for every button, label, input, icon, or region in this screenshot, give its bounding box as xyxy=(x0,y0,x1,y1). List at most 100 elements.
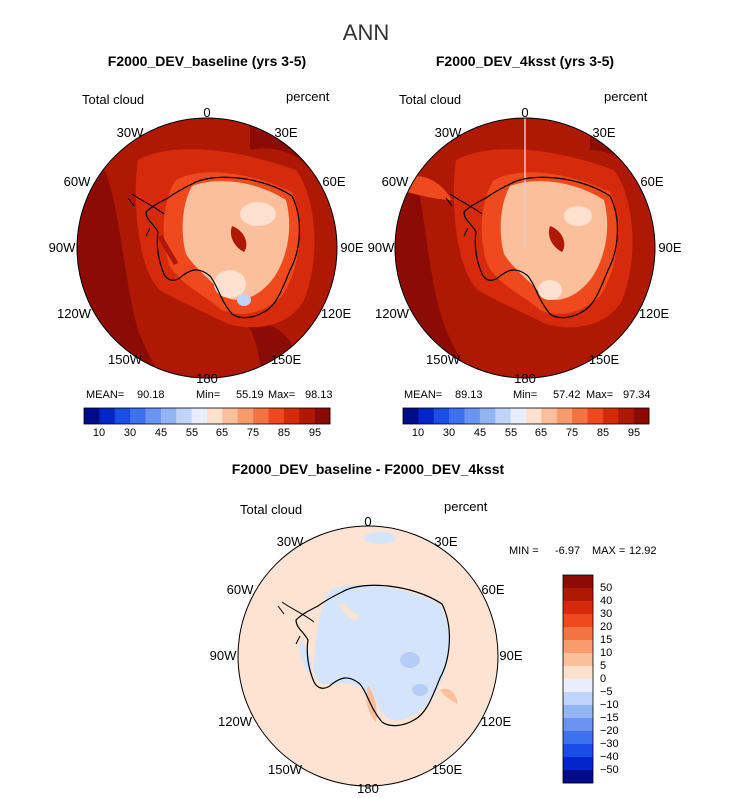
colorbar-frame xyxy=(562,574,594,784)
colorbar-swatch xyxy=(449,408,465,424)
colorbar-tick: 95 xyxy=(309,427,321,439)
colorbar-swatch xyxy=(283,408,300,424)
colorbar-swatch xyxy=(253,408,269,424)
colorbar-swatch xyxy=(479,408,496,424)
lon-label: 90E xyxy=(658,240,681,255)
colorbar-swatch xyxy=(464,408,481,424)
lon-label: 150E xyxy=(271,352,302,367)
colorbar-swatch xyxy=(563,601,593,615)
min-value: 55.19 xyxy=(236,389,264,401)
colorbar-swatch xyxy=(207,408,223,424)
colorbar-tick: 5 xyxy=(600,660,606,672)
colorbar-swatch xyxy=(563,627,593,641)
panel-title: F2000_DEV_4ksst (yrs 3-5) xyxy=(436,53,614,69)
lon-label: 0 xyxy=(203,105,210,120)
max-label: Max= xyxy=(268,389,295,401)
min-label: Min= xyxy=(196,389,220,401)
colorbar-swatch xyxy=(563,666,593,680)
lon-label: 150W xyxy=(268,762,303,777)
colorbar-tick: 40 xyxy=(600,595,612,607)
colorbar-tick: 75 xyxy=(247,427,259,439)
colorbar-swatch xyxy=(563,757,593,771)
polar-map xyxy=(394,117,656,379)
min-label: Min= xyxy=(513,389,537,401)
colorbar-swatch xyxy=(433,408,450,424)
colorbar-swatch xyxy=(563,679,593,693)
stats-line: MEAN= 89.13 Min= 57.42 Max= 97.34 xyxy=(404,389,651,401)
colorbar-swatch xyxy=(563,718,593,732)
colorbar-swatch xyxy=(563,614,593,628)
panel-4ksst: F2000_DEV_4ksst (yrs 3-5) Total cloud pe… xyxy=(368,53,682,439)
lon-label: 180 xyxy=(514,371,536,386)
colorbar-swatch xyxy=(618,408,634,424)
colorbar-tick: 10 xyxy=(412,427,424,439)
colorbar-tick: 15 xyxy=(600,634,612,646)
panel-title: F2000_DEV_baseline - F2000_DEV_4ksst xyxy=(232,461,505,477)
lon-label: 90W xyxy=(49,240,76,255)
lon-label: 60W xyxy=(64,174,91,189)
colorbar-ticks: 10 30 45 55 65 75 85 95 xyxy=(412,427,640,439)
lon-label: 0 xyxy=(521,105,528,120)
lon-labels: 0 30E 60E 90E 120E 150E 180 150W 120W 90… xyxy=(368,105,682,386)
lon-label: 30E xyxy=(274,125,297,140)
colorbar-swatch xyxy=(563,588,593,602)
lon-label: 60W xyxy=(382,174,409,189)
colorbar-tick: 75 xyxy=(566,427,578,439)
colorbar-swatches xyxy=(402,407,650,425)
lon-label: 150W xyxy=(426,352,461,367)
max-value: 12.92 xyxy=(629,545,657,557)
max-value: 98.13 xyxy=(305,389,333,401)
colorbar-tick: 10 xyxy=(93,427,105,439)
lon-label: 90W xyxy=(210,648,237,663)
lon-label: 90E xyxy=(499,648,522,663)
lon-label: 60W xyxy=(227,582,254,597)
lon-label: 150E xyxy=(589,352,620,367)
lon-labels: 0 30E 60E 90E 120E 150E 180 150W 120W 90… xyxy=(49,105,364,386)
lon-label: 120W xyxy=(218,714,253,729)
lon-label: 30W xyxy=(435,125,462,140)
colorbar-tick: 85 xyxy=(278,427,290,439)
colorbar-tick: −5 xyxy=(600,686,613,698)
colorbar-tick: 20 xyxy=(600,621,612,633)
colorbar-swatch xyxy=(191,408,208,424)
colorbar-ticks: 10 30 45 55 65 75 85 95 xyxy=(93,427,321,439)
panel-difference: F2000_DEV_baseline - F2000_DEV_4ksst Tot… xyxy=(210,461,657,796)
lon-label: 120E xyxy=(639,306,670,321)
colorbar-tick: −30 xyxy=(600,738,619,750)
lon-label: 90W xyxy=(368,240,395,255)
lon-label: 180 xyxy=(357,781,379,796)
lon-label: 60E xyxy=(481,582,504,597)
lon-label: 120W xyxy=(57,306,92,321)
colorbar: 50 40 30 20 15 10 5 0 −5 −10 −15 −20 −30… xyxy=(562,574,619,784)
variable-label: Total cloud xyxy=(240,502,302,517)
colorbar-frame xyxy=(83,407,331,425)
colorbar-tick: −10 xyxy=(600,699,619,711)
colorbar-swatch xyxy=(176,408,192,424)
mean-value: 90.18 xyxy=(137,389,165,401)
variable-label: Total cloud xyxy=(82,92,144,107)
colorbar-swatch xyxy=(563,692,593,706)
lon-label: 0 xyxy=(364,514,371,529)
colorbar-swatch xyxy=(495,408,511,424)
colorbar-swatch xyxy=(160,408,177,424)
lon-label: 120E xyxy=(321,306,352,321)
lon-label: 30W xyxy=(117,125,144,140)
stats-line: MEAN= 90.18 Min= 55.19 Max= 98.13 xyxy=(86,389,333,401)
stats-line: MIN = -6.97 MAX = 12.92 xyxy=(509,545,657,557)
lon-label: 120W xyxy=(375,306,410,321)
polar-map xyxy=(76,117,338,379)
colorbar-frame xyxy=(402,407,650,425)
min-label: MIN = xyxy=(509,545,539,557)
colorbar-swatch xyxy=(99,408,116,424)
panel-baseline: F2000_DEV_baseline (yrs 3-5) Total cloud… xyxy=(49,53,364,439)
max-label: MAX = xyxy=(592,545,625,557)
mean-label: MEAN= xyxy=(86,389,124,401)
variable-label: Total cloud xyxy=(399,92,461,107)
colorbar-tick: −50 xyxy=(600,764,619,776)
colorbar-tick: 50 xyxy=(600,582,612,594)
colorbar-ticks: 50 40 30 20 15 10 5 0 −5 −10 −15 −20 −30… xyxy=(600,582,619,776)
colorbar-swatch xyxy=(299,408,315,424)
colorbar-swatch xyxy=(563,744,593,758)
lon-label: 150E xyxy=(432,762,463,777)
colorbar-tick: 45 xyxy=(474,427,486,439)
